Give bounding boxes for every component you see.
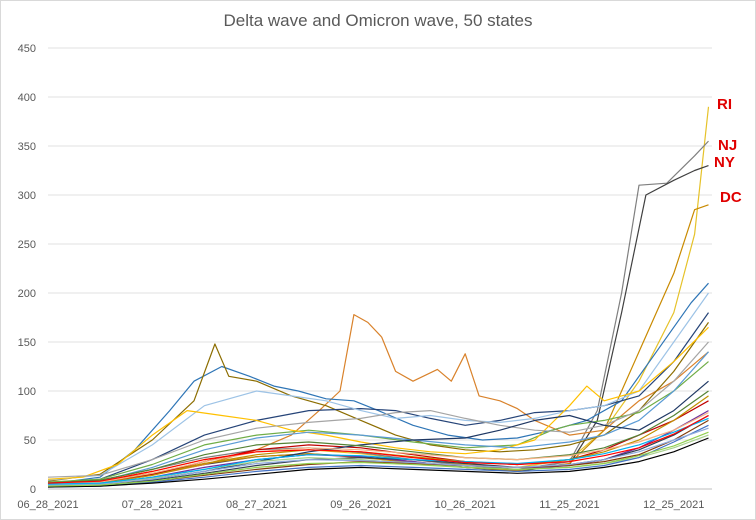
series-line	[47, 412, 709, 485]
series-line	[47, 312, 709, 484]
series-line	[47, 361, 709, 483]
series-line	[47, 390, 709, 484]
x-tick-label: 09_26_2021	[330, 499, 391, 511]
gridlines	[48, 47, 712, 490]
series-line	[47, 431, 709, 487]
series-line	[47, 326, 709, 480]
series-line	[47, 410, 709, 487]
y-tick-label: 400	[18, 92, 36, 104]
x-axis-ticks: 06_28_2021 07_28_2021 08_27_2021 09_26_2021…	[17, 499, 704, 511]
y-tick-label: 50	[24, 435, 36, 447]
x-tick-label: 11_25_2021	[539, 499, 599, 511]
x-tick-label: 07_28_2021	[122, 499, 183, 511]
x-tick-label: 08_27_2021	[226, 499, 287, 511]
y-tick-label: 250	[18, 239, 36, 251]
y-tick-label: 450	[18, 43, 36, 55]
annotation-label: NJ	[718, 137, 737, 154]
series-line	[47, 400, 709, 486]
series-line	[47, 341, 709, 478]
x-tick-label: 10_26_2021	[435, 499, 496, 511]
series-line	[47, 424, 709, 488]
series-line	[47, 204, 709, 484]
series-line	[47, 106, 710, 484]
y-tick-label: 200	[18, 288, 36, 300]
x-tick-label: 12_25_2021	[643, 499, 704, 511]
x-tick-label: 06_28_2021	[17, 499, 78, 511]
annotation-label: RI	[717, 96, 732, 113]
series-line	[47, 414, 709, 484]
annotation-label: NY	[714, 154, 735, 171]
y-axis-ticks: 0 50 100 150 200 250 300 350 400 450	[18, 43, 36, 496]
series-line	[47, 395, 709, 486]
series-line	[47, 282, 709, 485]
y-tick-label: 350	[18, 141, 36, 153]
y-tick-label: 0	[30, 484, 36, 496]
series-line	[47, 417, 709, 485]
series-line	[47, 427, 709, 486]
series-line	[47, 437, 709, 488]
y-tick-label: 150	[18, 337, 36, 349]
y-tick-label: 100	[18, 386, 36, 398]
chart-title: Delta wave and Omicron wave, 50 states	[223, 11, 533, 30]
annotation-label: DC	[720, 189, 742, 206]
series-lines	[47, 106, 710, 488]
y-tick-label: 300	[18, 190, 36, 202]
